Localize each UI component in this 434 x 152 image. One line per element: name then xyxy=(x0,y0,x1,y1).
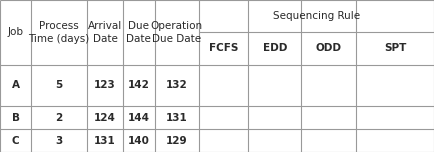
Text: SPT: SPT xyxy=(384,43,406,53)
Text: Process
Time (days): Process Time (days) xyxy=(28,21,90,43)
Text: Job: Job xyxy=(8,27,23,37)
Text: 123: 123 xyxy=(94,81,116,90)
Text: 131: 131 xyxy=(94,136,116,146)
Text: C: C xyxy=(12,136,20,146)
Text: 124: 124 xyxy=(94,113,116,123)
Text: 132: 132 xyxy=(166,81,187,90)
Text: EDD: EDD xyxy=(263,43,287,53)
Text: B: B xyxy=(12,113,20,123)
Text: 3: 3 xyxy=(56,136,62,146)
Text: 129: 129 xyxy=(166,136,187,146)
Text: Operation
Due Date: Operation Due Date xyxy=(151,21,203,43)
Text: Arrival
Date: Arrival Date xyxy=(88,21,122,43)
Text: 140: 140 xyxy=(128,136,150,146)
Text: FCFS: FCFS xyxy=(209,43,238,53)
Text: 2: 2 xyxy=(56,113,62,123)
Text: 144: 144 xyxy=(128,113,150,123)
Text: 131: 131 xyxy=(166,113,187,123)
Text: 5: 5 xyxy=(56,81,62,90)
Text: A: A xyxy=(12,81,20,90)
Text: Sequencing Rule: Sequencing Rule xyxy=(273,11,360,21)
Text: ODD: ODD xyxy=(316,43,342,53)
Text: 142: 142 xyxy=(128,81,150,90)
Text: Due
Date: Due Date xyxy=(126,21,151,43)
